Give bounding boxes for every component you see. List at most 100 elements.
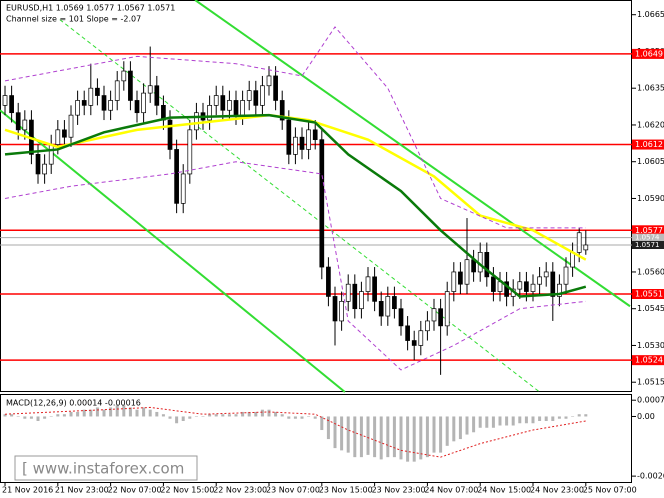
candle-body (121, 70, 127, 82)
candle-body (62, 129, 67, 138)
macd-bar (122, 405, 126, 417)
macd-bar (76, 411, 80, 417)
candle-body (180, 173, 186, 204)
macd-bar (56, 414, 60, 417)
x-tick-label: 21 Nov 2016 (2, 486, 53, 495)
macd-bar (419, 416, 423, 460)
signal-line (4, 406, 586, 458)
macd-bar (557, 416, 561, 419)
candle-body (543, 271, 549, 278)
macd-bar (346, 416, 350, 453)
candle-body (95, 87, 100, 96)
watermark: [ www.instaforex.com (22, 460, 184, 478)
candle-body (299, 136, 305, 150)
plot-layer (0, 0, 632, 462)
candle-body (444, 291, 450, 327)
macd-bar (524, 416, 528, 424)
price-tag (632, 241, 664, 249)
candle-body (108, 100, 113, 111)
price-label: 1.0571 (635, 241, 660, 249)
macd-bar (89, 409, 93, 417)
candle-body (557, 283, 562, 297)
candle-body (220, 95, 226, 111)
macd-bar (333, 416, 337, 449)
macd-bar (234, 414, 238, 417)
macd-bar (23, 416, 27, 419)
macd-bar (69, 411, 73, 417)
candle-body (273, 75, 278, 101)
candle-body (35, 154, 41, 175)
candle-body (227, 100, 232, 111)
candle-body (524, 281, 529, 292)
candle-body (345, 283, 351, 302)
level-label: 1.0612 (635, 140, 663, 149)
candle-body (464, 259, 470, 285)
candle-body (378, 301, 384, 317)
macd-bar (49, 416, 53, 417)
macd-bar (340, 416, 344, 451)
macd-bar (313, 416, 317, 419)
macd-bar (194, 416, 198, 417)
candle-body (530, 283, 536, 292)
macd-bar (161, 414, 165, 417)
macd-bar (458, 416, 462, 440)
macd-bar (571, 416, 575, 417)
candle-body (266, 75, 272, 87)
macd-bar (505, 416, 509, 426)
macd-bar (439, 416, 443, 453)
macd-bar (201, 416, 205, 417)
x-tick-label: 24 Nov 07:00 (424, 486, 478, 495)
trend-line (194, 0, 631, 308)
y-tick-label: 1.0530 (637, 341, 664, 350)
candle-body (55, 129, 61, 145)
candle-body (147, 85, 153, 94)
macd-bar (326, 416, 330, 440)
macd-bar (102, 409, 106, 417)
macd-bar (208, 414, 212, 417)
macd-bar (95, 407, 99, 417)
macd-bar (109, 407, 113, 417)
macd-bar (564, 416, 568, 419)
macd-bar (62, 414, 66, 417)
candle-body (2, 95, 8, 106)
level-label: 1.0649 (635, 49, 663, 58)
macd-bar (148, 409, 152, 417)
macd-bar (293, 416, 297, 419)
macd-bar (267, 409, 271, 417)
candle-body (418, 330, 424, 346)
y-tick-label: 1.0635 (637, 84, 664, 93)
level-tag (632, 48, 664, 59)
macd-bar (544, 416, 548, 421)
y-tick-label: 1.0605 (637, 157, 664, 166)
macd-bar (214, 414, 218, 417)
macd-bar (16, 416, 20, 417)
macd-bar (386, 416, 390, 458)
candle-body (517, 281, 523, 290)
candle-body (306, 129, 311, 150)
macd-bar (538, 416, 542, 421)
candle-body (141, 92, 146, 114)
candle-body (75, 100, 80, 116)
candle-body (279, 100, 285, 121)
macd-bar (221, 414, 225, 417)
level-label: 1.0524 (635, 356, 663, 365)
x-tick-label: 23 Nov 07:00 (266, 486, 320, 495)
candle-body (246, 90, 252, 101)
macd-bar (181, 416, 185, 421)
x-tick-label: 22 Nov 23:00 (213, 486, 267, 495)
candle-body (128, 70, 133, 101)
candle-body (451, 271, 457, 292)
x-tick-label: 23 Nov 23:00 (372, 486, 426, 495)
candle-body (88, 87, 94, 106)
macd-bar (584, 414, 588, 417)
x-tick-label: 23 Nov 15:00 (319, 486, 373, 495)
candle-body (537, 276, 542, 285)
macd-bar (472, 416, 476, 433)
macd-tick-label: -0.00264 (637, 472, 664, 481)
macd-bar (531, 416, 535, 424)
candle-body (425, 320, 430, 332)
level-tag (632, 225, 664, 236)
x-tick-label: 24 Nov 15:00 (477, 486, 531, 495)
watermark-box (14, 455, 198, 481)
macd-bar (320, 416, 324, 431)
